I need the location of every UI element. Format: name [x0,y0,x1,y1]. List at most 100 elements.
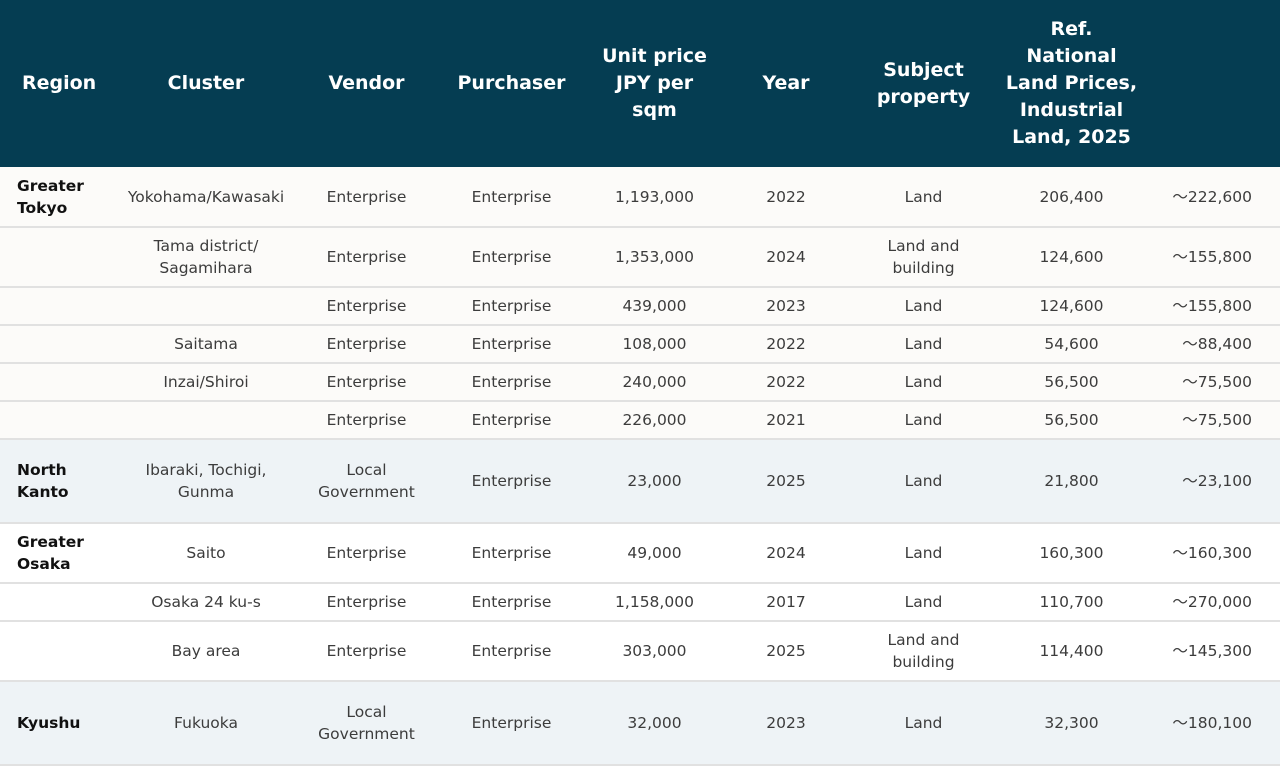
table-cell-region: North Kanto [0,439,112,524]
table-cell-ref-high: ～145,300 [1149,621,1280,682]
table-cell-ref-low: 32,300 [994,681,1149,766]
table-cell-subject-property: Land [853,167,994,228]
table-cell-subject-property: Land [853,439,994,524]
table-cell-vendor: Enterprise [300,167,433,228]
table-cell-region [0,287,112,326]
table-row: Saitama Enterprise Enterprise 108,000 2022 La… [0,325,1280,364]
table-cell-unit-price: 240,000 [590,363,719,402]
table-cell-unit-price: 1,353,000 [590,227,719,288]
table-cell-subject-property: Land and building [853,227,994,288]
table-cell-cluster [112,287,300,326]
table-cell-vendor: Enterprise [300,401,433,440]
table-cell-year: 2023 [719,287,853,326]
table-cell-ref-high: ～75,500 [1149,363,1280,402]
header-ref-range-spacer [1149,0,1280,167]
table-cell-vendor: Local Government [300,439,433,524]
table-cell-ref-low: 124,600 [994,287,1149,326]
table-row: North Kanto Ibaraki, Tochigi, Gunma Local … [0,439,1280,524]
table-cell-cluster: Ibaraki, Tochigi, Gunma [112,439,300,524]
table-cell-ref-low: 54,600 [994,325,1149,364]
table-cell-vendor: Enterprise [300,325,433,364]
table-cell-ref-high: ～155,800 [1149,227,1280,288]
table-cell-purchaser: Enterprise [433,401,590,440]
table-cell-purchaser: Enterprise [433,287,590,326]
table-cell-cluster: Saito [112,523,300,584]
table-cell-unit-price: 226,000 [590,401,719,440]
table-row: Kyushu Fukuoka Local Government Enterprise 3… [0,681,1280,766]
header-region: Region [22,72,97,94]
table-cell-region: Kyushu [0,681,112,766]
header-row: Region Cluster Vendor Purchaser Unit pri… [0,0,1280,167]
table-cell-ref-high: ～180,100 [1149,681,1280,766]
table-cell-unit-price: 303,000 [590,621,719,682]
table-row: Enterprise Enterprise 226,000 2021 Land 56,50… [0,401,1280,440]
header-purchaser: Purchaser [457,72,566,94]
table-cell-cluster: Saitama [112,325,300,364]
table-cell-ref-high: ～23,100 [1149,439,1280,524]
table-cell-subject-property: Land [853,325,994,364]
table-cell-vendor: Enterprise [300,523,433,584]
table-cell-year: 2024 [719,523,853,584]
table-cell-vendor: Enterprise [300,583,433,622]
table-cell-year: 2025 [719,621,853,682]
table-cell-ref-high: ～155,800 [1149,287,1280,326]
table-cell-ref-high: ～75,500 [1149,401,1280,440]
header-unit-price: Unit price JPY per sqm [602,45,707,121]
table-cell-ref-low: 56,500 [994,401,1149,440]
table-cell-subject-property: Land [853,523,994,584]
table-cell-region [0,621,112,682]
table-cell-subject-property: Land [853,681,994,766]
header-cluster: Cluster [167,72,245,94]
table-body: Greater Tokyo Yokohama/Kawasaki Enterprise… [0,167,1280,766]
table-cell-ref-low: 160,300 [994,523,1149,584]
table-row: Tama district/ Sagamihara Enterprise Enter… [0,227,1280,288]
table-cell-unit-price: 49,000 [590,523,719,584]
table-row: Greater Tokyo Yokohama/Kawasaki Enterprise… [0,167,1280,228]
table-cell-cluster: Osaka 24 ku-s [112,583,300,622]
table-cell-subject-property: Land [853,401,994,440]
table-cell-subject-property: Land [853,363,994,402]
header-ref-land-prices: Ref. National Land Prices, Industrial La… [1005,18,1138,148]
table-cell-purchaser: Enterprise [433,621,590,682]
table-cell-vendor: Enterprise [300,287,433,326]
table-cell-year: 2025 [719,439,853,524]
table-cell-ref-low: 124,600 [994,227,1149,288]
table-cell-purchaser: Enterprise [433,167,590,228]
table-cell-cluster: Bay area [112,621,300,682]
table-row: Inzai/Shiroi Enterprise Enterprise 240,000 2… [0,363,1280,402]
table-cell-unit-price: 23,000 [590,439,719,524]
table-cell-region [0,583,112,622]
table-cell-ref-high: ～270,000 [1149,583,1280,622]
table-cell-vendor: Enterprise [300,621,433,682]
table-cell-year: 2021 [719,401,853,440]
table-cell-unit-price: 32,000 [590,681,719,766]
table-cell-subject-property: Land [853,287,994,326]
table-row: Enterprise Enterprise 439,000 2023 Land 124,6… [0,287,1280,326]
table-cell-region [0,363,112,402]
table-cell-year: 2017 [719,583,853,622]
table-cell-region: Greater Tokyo [0,167,112,228]
table-cell-unit-price: 108,000 [590,325,719,364]
table-cell-vendor: Enterprise [300,363,433,402]
table-cell-unit-price: 439,000 [590,287,719,326]
table-cell-purchaser: Enterprise [433,363,590,402]
table-cell-region [0,325,112,364]
table-cell-cluster: Fukuoka [112,681,300,766]
table-cell-purchaser: Enterprise [433,325,590,364]
table-cell-ref-high: ～222,600 [1149,167,1280,228]
table-cell-year: 2022 [719,167,853,228]
table-cell-ref-low: 110,700 [994,583,1149,622]
table-cell-vendor: Local Government [300,681,433,766]
table-cell-subject-property: Land [853,583,994,622]
table-cell-vendor: Enterprise [300,227,433,288]
table-cell-purchaser: Enterprise [433,227,590,288]
table-cell-cluster: Inzai/Shiroi [112,363,300,402]
table-cell-year: 2023 [719,681,853,766]
table-cell-subject-property: Land and building [853,621,994,682]
table-cell-ref-high: ～160,300 [1149,523,1280,584]
table-cell-purchaser: Enterprise [433,439,590,524]
table-cell-region [0,401,112,440]
header-vendor: Vendor [328,72,405,94]
table-cell-ref-low: 206,400 [994,167,1149,228]
